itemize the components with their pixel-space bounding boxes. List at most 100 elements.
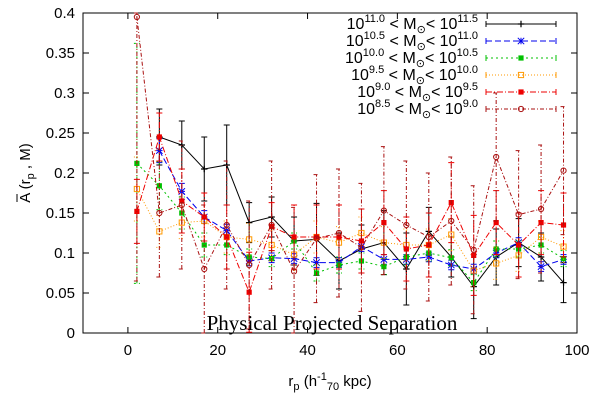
error-bar [268, 160, 275, 290]
data-point [380, 207, 387, 214]
legend-label: 108.5 < M⊙< 109.0 [357, 98, 478, 121]
y-axis-title: A (rp , M) [16, 143, 37, 203]
legend-item-6: 108.5 < M⊙< 109.0 [357, 98, 557, 121]
y-tick-label: 0.15 [46, 205, 75, 222]
error-bar [560, 192, 567, 258]
data-point [515, 211, 522, 218]
data-point [518, 55, 524, 61]
data-point [335, 229, 343, 237]
error-bar [201, 204, 208, 334]
data-point [517, 105, 525, 113]
data-point [471, 252, 477, 258]
data-point [517, 37, 525, 45]
legend-swatch-cap [485, 38, 557, 44]
series-line [136, 188, 564, 272]
x-tick-label: 60 [389, 342, 406, 359]
legend-label: 1010.0 < M⊙< 1010.5 [345, 47, 478, 70]
error-bar [493, 246, 500, 280]
series-line [136, 163, 564, 284]
y-tick-label: 0.1 [54, 245, 75, 262]
error-bar [291, 206, 298, 334]
x-tick-label: 40 [299, 342, 316, 359]
svg-text:A (rp , M): A (rp , M) [17, 143, 37, 202]
y-tick-label: 0 [67, 325, 75, 342]
error-bar [560, 230, 567, 264]
data-point [179, 198, 185, 204]
data-point [246, 261, 253, 269]
data-point [133, 13, 140, 21]
data-point [518, 89, 524, 95]
legend-label: 109.5 < M⊙< 1010.0 [351, 64, 478, 87]
error-bar [156, 161, 163, 211]
axes: 0 20 40 60 80 100 0 0.05 0.1 0.15 0.2 0.25 0.3 0.35 0.… [16, 5, 590, 393]
y-tick-label: 0.3 [54, 85, 75, 102]
series-6 [133, 12, 567, 334]
data-point [156, 134, 162, 140]
data-point [470, 246, 477, 253]
data-point [425, 233, 432, 241]
error-bar [538, 144, 545, 274]
annotation: Physical Projected Separation [207, 311, 458, 335]
series-line [136, 135, 564, 294]
data-point [313, 235, 320, 242]
error-bar [223, 160, 230, 290]
x-axis-title: rp (h-170 kpc) [288, 371, 371, 393]
data-point [537, 205, 545, 213]
legend-item-5: 109.0 < M⊙< 109.5 [357, 81, 557, 104]
y-tick-label: 0.05 [46, 285, 75, 302]
error-bar [156, 148, 163, 278]
data-point [201, 214, 207, 220]
data-point [268, 221, 275, 229]
error-bar [403, 160, 410, 290]
y-tick-label: 0.2 [54, 165, 75, 182]
legend-item-4: 109.5 < M⊙< 1010.0 [351, 64, 557, 87]
data-point [517, 20, 525, 28]
error-bar [133, 12, 140, 282]
data-point [381, 264, 387, 270]
error-bar [425, 172, 432, 302]
series-4 [133, 156, 567, 288]
legend-item-2: 1010.5 < M⊙< 1011.0 [346, 30, 557, 53]
error-bar [493, 92, 500, 222]
x-tick-label: 100 [564, 342, 589, 359]
data-point [538, 220, 544, 226]
legend-swatch-cap [485, 72, 557, 78]
data-point [403, 221, 410, 229]
legend-label: 109.0 < M⊙< 109.5 [357, 81, 478, 104]
data-point [201, 165, 208, 173]
error-bar [470, 185, 477, 315]
data-point [517, 71, 525, 79]
data-point [448, 217, 455, 225]
error-bar [380, 146, 387, 276]
legend-label: 1011.0 < M⊙< 1011.5 [347, 13, 478, 36]
legend-swatch-cap [485, 106, 557, 112]
error-bar [358, 182, 365, 312]
data-point [290, 268, 298, 275]
data-point [358, 244, 365, 251]
data-point [178, 201, 185, 209]
data-point [358, 238, 365, 244]
data-point [560, 279, 567, 286]
error-bar [246, 200, 253, 330]
error-bar [515, 150, 522, 280]
data-point [201, 265, 208, 273]
error-bar [335, 168, 342, 298]
legend-swatch-cap [485, 55, 557, 61]
legend-swatch-cap [485, 89, 557, 95]
data-point [223, 221, 230, 229]
error-bar [560, 106, 567, 236]
error-bar [178, 140, 185, 270]
legend-label: 1010.5 < M⊙< 1011.0 [346, 30, 478, 53]
error-bar [313, 174, 320, 304]
y-tick-label: 0.4 [54, 5, 75, 22]
data-point [269, 224, 275, 230]
data-point [156, 209, 163, 217]
error-bar [448, 156, 455, 286]
x-tick-label: 20 [209, 342, 226, 359]
x-tick-label: 0 [124, 342, 132, 359]
x-tick-label: 80 [479, 342, 496, 359]
y-tick-label: 0.35 [46, 45, 75, 62]
y-tick-label: 0.25 [46, 125, 75, 142]
